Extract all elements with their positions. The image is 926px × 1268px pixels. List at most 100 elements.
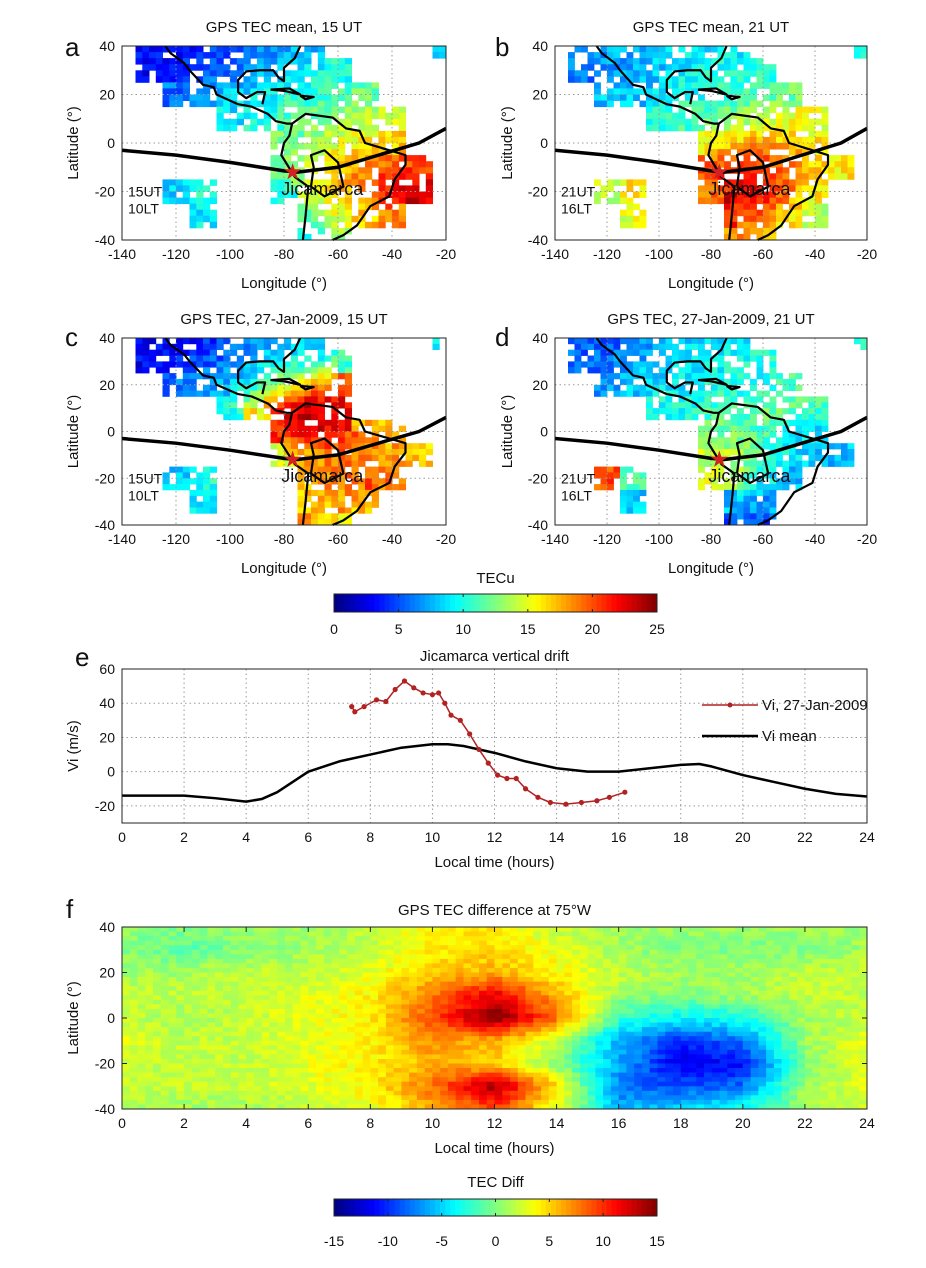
tec-diff-cell <box>447 972 457 978</box>
tec-cell <box>769 215 777 223</box>
tec-cell <box>371 221 379 229</box>
colorbar-swatch <box>500 1199 507 1216</box>
tec-cell <box>704 70 712 77</box>
tec-cell <box>769 185 777 192</box>
tec-diff-cell <box>277 1104 286 1110</box>
tec-cell <box>743 179 751 186</box>
tec-diff-cell <box>378 1068 387 1073</box>
tec-diff-cell <box>153 963 162 969</box>
tec-diff-cell <box>455 927 464 932</box>
tec-cell <box>398 460 406 467</box>
tec-diff-cell <box>277 931 286 937</box>
tec-cell <box>737 495 744 502</box>
tec-cell <box>385 425 393 432</box>
tec-cell <box>769 209 777 217</box>
colorbar-swatch <box>520 594 527 612</box>
tec-cell <box>717 100 725 108</box>
tec-cell <box>270 88 278 95</box>
tec-diff-cell <box>184 949 193 955</box>
tec-cell <box>344 425 352 432</box>
tec-cell <box>277 185 285 192</box>
x-tick-label: 14 <box>549 829 565 845</box>
tec-cell <box>672 378 679 386</box>
tec-diff-cell <box>145 1013 154 1019</box>
tec-cell <box>223 70 231 77</box>
tec-diff-cell <box>168 945 177 951</box>
tec-diff-cell <box>385 981 395 987</box>
tec-diff-cell <box>253 1095 263 1101</box>
tec-cell <box>782 124 790 132</box>
tec-diff-cell <box>261 1068 270 1073</box>
tec-cell <box>821 402 829 409</box>
tec-cell <box>169 58 177 65</box>
tec-diff-cell <box>455 936 464 941</box>
tec-diff-cell <box>191 1095 200 1101</box>
tec-diff-cell <box>486 1095 495 1101</box>
tec-cell <box>633 191 640 198</box>
tec-diff-cell <box>277 1068 286 1073</box>
tec-cell <box>743 449 751 456</box>
tec-cell <box>711 437 718 444</box>
tec-cell <box>277 460 285 467</box>
tec-diff-cell <box>122 940 131 946</box>
tec-diff-cell <box>230 954 239 960</box>
tec-diff-cell <box>261 1004 270 1010</box>
tec-diff-cell <box>432 995 441 1001</box>
tec-diff-cell <box>339 1027 348 1033</box>
tec-diff-cell <box>285 949 294 955</box>
tec-cell <box>203 100 211 108</box>
tec-cell <box>263 124 271 132</box>
tec-cell <box>243 58 251 65</box>
tec-diff-cell <box>354 940 363 946</box>
tec-cell <box>290 390 298 397</box>
tec-cell <box>324 179 332 186</box>
tec-diff-cell <box>160 1004 169 1010</box>
tec-cell <box>711 118 718 126</box>
tec-diff-cell <box>447 977 457 982</box>
tec-cell <box>776 82 783 89</box>
tec-cell <box>672 408 679 415</box>
tec-cell <box>821 425 829 432</box>
tec-diff-cell <box>122 999 131 1005</box>
tec-diff-cell <box>292 1004 301 1010</box>
tec-diff-cell <box>316 995 325 1001</box>
y-tick-label: 20 <box>99 87 115 103</box>
tec-diff-cell <box>440 1104 449 1110</box>
tec-cell <box>317 414 325 421</box>
tec-cell <box>633 215 640 223</box>
tec-diff-cell <box>199 954 208 960</box>
tec-cell <box>311 437 319 444</box>
x-tick-label: -140 <box>541 246 569 262</box>
tec-cell <box>594 52 601 59</box>
tec-cell <box>331 106 339 114</box>
tec-cell <box>149 361 157 368</box>
tec-cell <box>223 384 231 391</box>
tec-cell <box>344 373 352 380</box>
tec-cell <box>270 419 278 426</box>
tec-cell <box>236 367 244 374</box>
tec-cell <box>743 460 751 467</box>
tec-cell <box>821 203 829 211</box>
tec-diff-cell <box>440 1049 449 1055</box>
vi-day-point <box>383 698 389 705</box>
tec-diff-cell <box>378 1049 387 1055</box>
tec-cell <box>854 46 861 53</box>
tec-cell <box>176 82 184 89</box>
tec-diff-cell <box>323 1095 332 1101</box>
tec-diff-cell <box>432 977 441 982</box>
colorbar-swatch <box>535 1199 542 1216</box>
tec-cell <box>419 161 427 168</box>
tec-cell <box>236 88 244 95</box>
colorbar-swatch <box>455 1199 461 1216</box>
tec-diff-cell <box>409 1004 418 1010</box>
tec-cell <box>317 82 325 89</box>
tec-cell <box>633 94 640 101</box>
tec-diff-cell <box>215 968 224 973</box>
tec-cell <box>737 203 744 211</box>
tec-cell <box>324 161 332 168</box>
x-tick-label: 2 <box>180 829 188 845</box>
tec-diff-cell <box>176 1077 185 1083</box>
tec-diff-cell <box>253 1040 263 1046</box>
tec-cell <box>821 185 829 192</box>
tec-cell <box>626 197 634 205</box>
